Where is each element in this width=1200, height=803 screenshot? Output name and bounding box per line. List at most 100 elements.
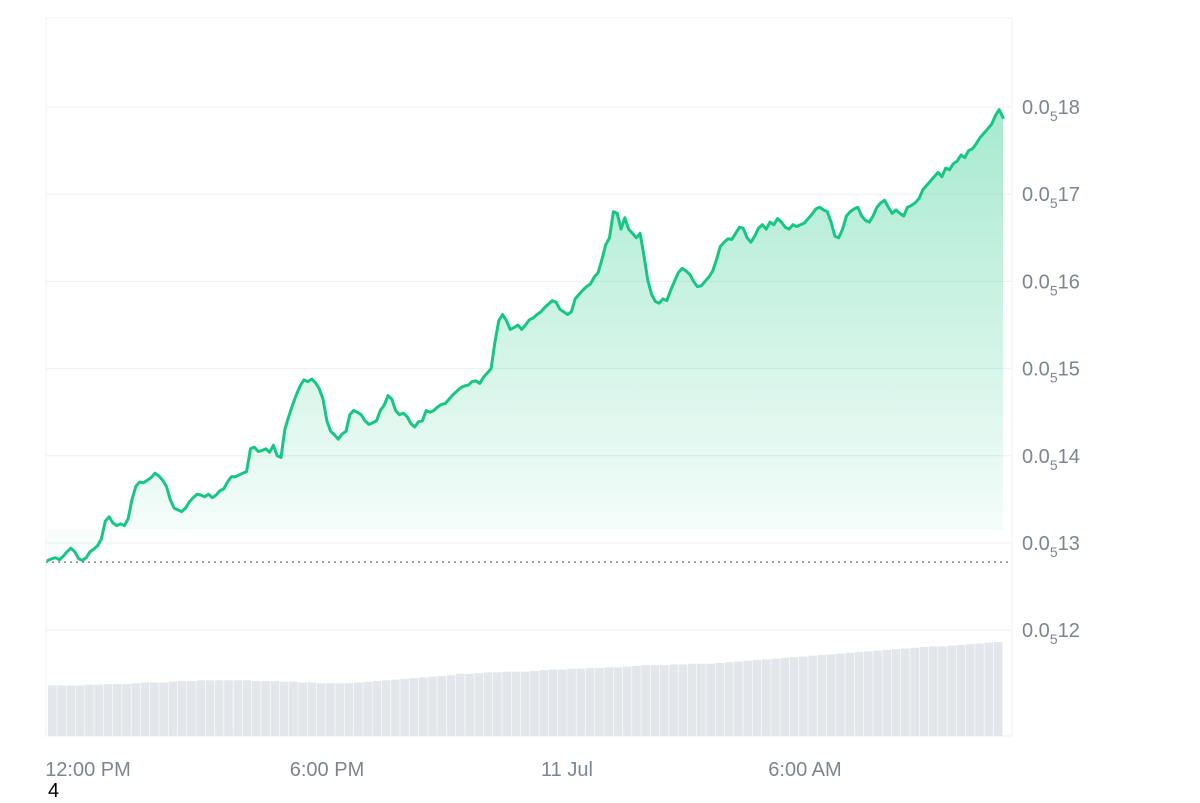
x-tick-label: 6:00 AM [768,759,841,781]
volume-bar [789,657,799,736]
volume-bar [845,652,855,736]
volume-bar [261,681,270,736]
volume-bar [632,665,641,736]
volume-bar [446,675,456,736]
volume-bar [724,662,734,736]
volume-bar [576,668,586,736]
volume-bar [242,680,252,736]
volume-bar [131,683,141,736]
volume-bar [910,647,919,736]
volume-bar [919,647,929,736]
y-tick-label: 0.0518 [1022,97,1080,124]
volume-bar [585,668,595,736]
y-tick-label: 0.0514 [1022,446,1080,473]
volume-bar [465,673,474,736]
volume-bar [938,646,947,736]
volume-bar [743,660,753,736]
volume-bar [363,681,372,736]
volume-bar [94,684,104,736]
volume-bars [48,642,1003,736]
volume-bar [279,681,289,736]
volume-bar [715,662,725,736]
x-axis-ticks: 12:00 PM 6:00 PM 11 Jul 6:00 AM [45,759,842,781]
volume-bar [780,657,790,736]
volume-bar [187,681,196,736]
volume-bar [965,644,975,736]
volume-bar [409,678,419,736]
volume-bar [428,676,437,736]
volume-bar [947,645,957,736]
volume-bar [530,670,539,736]
volume-bar [799,656,808,736]
volume-bar [251,681,261,736]
volume-bar [975,643,984,736]
x-tick-label: 6:00 PM [290,759,364,781]
y-tick-label: 0.0512 [1022,620,1080,647]
volume-bar [502,671,511,736]
volume-bar [734,661,743,736]
volume-bar [140,682,150,736]
y-tick-label: 0.0517 [1022,184,1080,211]
volume-bar [103,683,113,736]
volume-bar [595,668,604,736]
volume-bar [326,683,335,736]
volume-bar [697,663,706,736]
volume-bar [761,659,771,736]
volume-bar [149,682,159,736]
volume-bar [993,642,1003,736]
volume-bar [381,680,391,736]
volume-bar [678,664,688,736]
volume-bar [391,679,400,736]
volume-bar [511,671,521,736]
volume-bar [196,680,206,736]
volume-bar [66,685,76,736]
volume-bar [836,653,845,736]
volume-bar [437,675,447,736]
volume-bar [483,672,493,736]
volume-bar [418,677,428,736]
volume-bar [687,663,697,736]
volume-bar [474,673,484,736]
volume-bar [455,673,465,736]
y-tick-label: 0.0513 [1022,533,1080,560]
volume-bar [344,683,354,736]
volume-bar [159,682,168,736]
volume-bar [75,685,85,736]
x-tick-label: 12:00 PM [45,759,131,781]
y-axis-ticks: 0.0512 0.0513 0.0514 0.0515 0.0516 0.0517 0.05… [1022,97,1080,647]
volume-bar [548,669,558,736]
volume-bar [520,671,530,736]
volume-bar [177,681,187,736]
volume-bar [316,683,326,736]
volume-bar [48,685,57,736]
volume-bar [854,652,864,736]
volume-bar [901,648,910,736]
volume-bar [205,680,215,736]
volume-bar [650,665,660,736]
volume-bar [641,665,651,736]
volume-bar [122,683,131,736]
volume-bar [270,681,280,736]
volume-bar [604,667,613,736]
volume-bar [539,670,549,736]
volume-bar [808,655,817,736]
volume-bar [928,646,938,736]
volume-bar [353,682,363,736]
x-tick-label: 11 Jul [541,759,593,781]
volume-bar [706,663,715,736]
volume-bar [307,682,317,736]
volume-bar [613,667,623,736]
volume-bar [771,658,780,736]
volume-bar [400,678,410,736]
volume-bar [557,669,567,736]
volume-bar [168,681,178,736]
volume-bar [372,681,382,736]
volume-bar [233,680,243,736]
volume-bar [752,660,762,736]
volume-bar [335,683,345,736]
volume-bar [493,672,502,736]
price-area [48,109,1003,561]
volume-bar [85,684,94,736]
volume-bar [826,654,836,736]
volume-bar [984,642,994,736]
